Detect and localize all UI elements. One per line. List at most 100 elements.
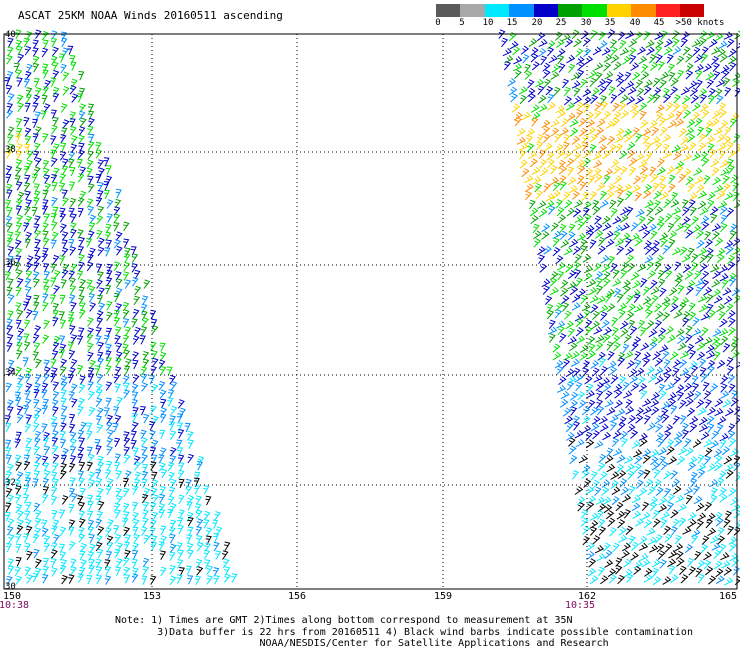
wind-barb (25, 231, 33, 242)
wind-barb (51, 542, 58, 552)
wind-barb (16, 335, 23, 345)
wind-barb (561, 295, 570, 305)
wind-barb (142, 501, 150, 511)
wind-barb (62, 71, 70, 82)
wind-barb (698, 88, 708, 97)
wind-barb (572, 293, 581, 303)
wind-barb (603, 174, 611, 185)
wind-barb (50, 415, 58, 425)
wind-barb (87, 510, 94, 520)
wind-barb (525, 128, 535, 137)
wind-barb (663, 264, 672, 274)
wind-barb (623, 509, 631, 519)
wind-barb (131, 253, 139, 263)
wind-barb (52, 390, 60, 401)
wind-barb (596, 390, 604, 400)
wind-barb (644, 199, 655, 208)
wind-barb (4, 77, 11, 87)
wind-barb (684, 270, 694, 280)
wind-barb (723, 135, 732, 146)
wind-barb (713, 351, 721, 361)
wind-barb (701, 221, 710, 231)
wind-barb (713, 549, 722, 559)
wind-barb (720, 167, 730, 176)
wind-barb (716, 303, 726, 313)
wind-barb (53, 285, 61, 295)
wind-barb (659, 79, 668, 89)
wind-barb (169, 430, 177, 440)
wind-barb (142, 517, 149, 527)
wind-barb (96, 310, 104, 320)
wind-barb (124, 365, 131, 375)
wind-barb (95, 445, 102, 455)
wind-barb (51, 525, 58, 535)
wind-barb (589, 239, 597, 249)
wind-barb (696, 239, 705, 249)
wind-barb (187, 575, 194, 585)
wind-barb (716, 423, 724, 434)
wind-barb (594, 222, 603, 232)
wind-barb (611, 326, 619, 337)
wind-barb (571, 80, 581, 89)
wind-barb (592, 479, 600, 490)
wind-barb (88, 533, 95, 544)
wind-barb (95, 574, 102, 585)
wind-barb (76, 93, 83, 103)
wind-barb (7, 255, 14, 265)
wind-barb (735, 414, 740, 425)
wind-barb (86, 461, 93, 472)
wind-barb (589, 512, 599, 521)
wind-barb (24, 510, 31, 520)
wind-barb (573, 421, 581, 431)
wind-barb (704, 447, 713, 457)
wind-barb (649, 54, 657, 64)
wind-barb (203, 519, 210, 529)
wind-barb (549, 333, 556, 343)
wind-barb (541, 223, 551, 233)
wind-barb (544, 142, 553, 152)
wind-barb (24, 542, 31, 553)
wind-barb (655, 254, 664, 264)
wind-barb (539, 167, 549, 177)
wind-barb (727, 309, 736, 320)
wind-barb (638, 487, 648, 497)
wind-barb (131, 511, 139, 522)
wind-barb (159, 351, 167, 362)
wind-barb (142, 358, 150, 369)
wind-barb (677, 69, 685, 80)
wind-barb (697, 469, 706, 479)
wind-barb (643, 189, 652, 199)
wind-barb (625, 30, 635, 39)
wind-barb (612, 111, 622, 121)
wind-barb (552, 247, 561, 257)
wind-barb (15, 198, 23, 208)
wind-barb (594, 215, 602, 225)
wind-barb (635, 95, 645, 105)
wind-barb (88, 117, 95, 128)
wind-barb (78, 437, 85, 447)
wind-barb (569, 342, 578, 352)
wind-barb (694, 117, 703, 127)
wind-barb (592, 535, 601, 545)
wind-barb (160, 398, 167, 409)
wind-barb (710, 440, 720, 449)
wind-barb (727, 326, 736, 337)
wind-barb (582, 535, 591, 546)
wind-barb (609, 527, 617, 537)
wind-barb (104, 247, 111, 257)
wind-barb (654, 31, 664, 40)
wind-barb (512, 63, 523, 72)
wind-barb (646, 207, 654, 217)
wind-barb (113, 213, 121, 223)
wind-barb (115, 326, 122, 336)
wind-barb (22, 357, 29, 367)
wind-barb (15, 286, 22, 297)
wind-barb (619, 207, 630, 216)
wind-barb (89, 543, 96, 554)
wind-barb (717, 200, 728, 209)
wind-barb (98, 287, 105, 297)
wind-barb (699, 254, 708, 264)
wind-barb (68, 487, 76, 498)
wind-barb (726, 356, 734, 367)
wind-barb (160, 525, 167, 535)
